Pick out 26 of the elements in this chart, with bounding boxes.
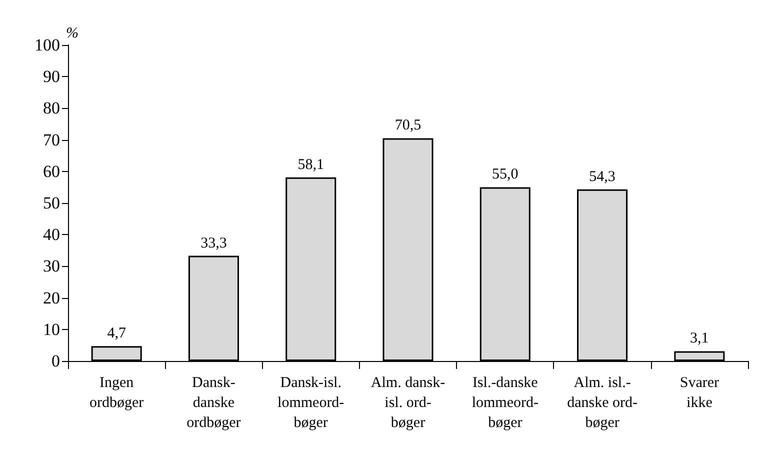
y-tick-label: 30 [43, 256, 60, 276]
x-tick-label: Alm. isl.- danske ord- bøger [567, 375, 638, 431]
data-label: 4,7 [107, 326, 126, 342]
y-tick-label: 10 [43, 320, 60, 339]
y-tick-label: 20 [43, 288, 60, 308]
x-tick-label: Dansk- danske ordbøger [186, 375, 241, 431]
x-tick-label: Ingen ordbøger [89, 375, 144, 411]
x-tick-label: Dansk-isl. lommeord- bøger [278, 375, 344, 431]
y-tick-label: 90 [43, 67, 60, 86]
x-tick-label: Isl.-danske lommeord- bøger [472, 375, 538, 431]
data-label: 55,0 [492, 166, 518, 183]
data-label: 33,3 [200, 235, 227, 252]
y-tick-label: 60 [43, 162, 60, 181]
data-label: 54,3 [589, 168, 616, 185]
data-label: 58,1 [298, 156, 324, 173]
data-label: 3,1 [690, 330, 709, 347]
y-tick-label: 70 [43, 130, 60, 150]
data-label: 70,5 [394, 118, 422, 134]
y-tick-label: 40 [43, 225, 60, 244]
y-tick-label: 50 [43, 194, 60, 212]
y-tick-label: 0 [52, 352, 60, 370]
x-tick-label: Svarer ikke [680, 375, 720, 411]
x-tick-label: Alm. dansk- isl. ord- bøger [370, 375, 446, 431]
y-axis-title: % [66, 26, 78, 42]
y-tick-label: 80 [43, 98, 60, 118]
y-tick-label: 100 [34, 36, 60, 54]
